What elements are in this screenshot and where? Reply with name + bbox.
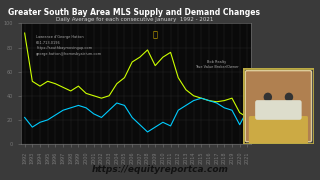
Text: Lawrence d'George Hatton
661.713.0196
https://southbaymovingup.com
george.hatton: Lawrence d'George Hatton 661.713.0196 ht… [36,35,102,56]
Text: https://equityreportca.com: https://equityreportca.com [92,165,228,174]
Circle shape [285,93,292,101]
FancyBboxPatch shape [255,100,302,120]
Text: Greater South Bay Area MLS Supply and Demand Changes: Greater South Bay Area MLS Supply and De… [8,8,260,17]
FancyBboxPatch shape [245,71,311,142]
Text: 🌳: 🌳 [153,31,158,40]
FancyBboxPatch shape [249,116,308,145]
Text: Daily Average for each consecutive January  1992 - 2021: Daily Average for each consecutive Janua… [56,17,213,22]
Circle shape [264,93,271,101]
Text: Bob Realty
True Value Broker/Owner: Bob Realty True Value Broker/Owner [195,60,238,69]
